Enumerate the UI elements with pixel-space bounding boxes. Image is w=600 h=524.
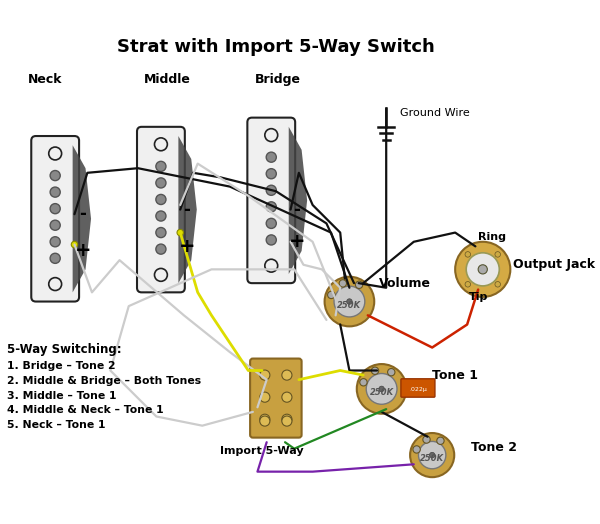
Circle shape — [266, 152, 277, 162]
Circle shape — [388, 368, 395, 376]
Circle shape — [50, 204, 60, 214]
Circle shape — [260, 416, 270, 426]
Circle shape — [437, 437, 444, 444]
Circle shape — [156, 211, 166, 221]
Circle shape — [282, 392, 292, 402]
Text: 250K: 250K — [337, 301, 361, 310]
Text: +: + — [178, 237, 195, 256]
Text: -: - — [293, 201, 301, 219]
Circle shape — [266, 169, 277, 179]
Text: .022µ: .022µ — [409, 387, 427, 392]
Text: 1. Bridge – Tone 2: 1. Bridge – Tone 2 — [7, 362, 116, 372]
Circle shape — [154, 268, 167, 281]
Circle shape — [156, 244, 166, 254]
Circle shape — [50, 237, 60, 247]
Circle shape — [265, 129, 278, 141]
Circle shape — [339, 280, 346, 287]
Circle shape — [260, 392, 270, 402]
Circle shape — [71, 242, 77, 248]
Circle shape — [266, 202, 277, 212]
Circle shape — [282, 370, 292, 380]
Circle shape — [156, 178, 166, 188]
Circle shape — [266, 185, 277, 195]
Circle shape — [156, 194, 166, 204]
Circle shape — [260, 370, 270, 380]
Circle shape — [418, 441, 446, 469]
Text: +: + — [289, 232, 305, 252]
Circle shape — [465, 281, 470, 287]
Circle shape — [265, 259, 278, 272]
Circle shape — [49, 278, 62, 290]
Text: Tone 2: Tone 2 — [471, 441, 517, 454]
Circle shape — [495, 252, 500, 257]
Circle shape — [455, 242, 511, 297]
Text: 3. Middle – Tone 1: 3. Middle – Tone 1 — [7, 391, 117, 401]
Polygon shape — [73, 145, 91, 292]
Text: -: - — [79, 205, 86, 223]
Text: Strat with Import 5-Way Switch: Strat with Import 5-Way Switch — [117, 38, 435, 56]
Text: Ring: Ring — [478, 232, 506, 242]
Text: 5. Neck – Tone 1: 5. Neck – Tone 1 — [7, 420, 106, 430]
Circle shape — [156, 227, 166, 237]
Circle shape — [156, 161, 166, 171]
Text: -: - — [183, 201, 190, 219]
FancyBboxPatch shape — [247, 117, 295, 283]
Circle shape — [430, 452, 435, 458]
FancyBboxPatch shape — [250, 358, 302, 438]
Text: Volume: Volume — [379, 277, 431, 290]
Circle shape — [347, 299, 352, 304]
Circle shape — [177, 230, 184, 236]
Text: Import 5-Way: Import 5-Way — [220, 446, 304, 456]
Text: +: + — [74, 242, 91, 260]
Circle shape — [50, 220, 60, 230]
Circle shape — [325, 277, 374, 326]
Text: Middle: Middle — [145, 73, 191, 86]
Circle shape — [49, 147, 62, 160]
Text: 250K: 250K — [370, 388, 394, 397]
Text: Output Jack: Output Jack — [513, 258, 595, 271]
Circle shape — [495, 281, 500, 287]
Circle shape — [50, 253, 60, 264]
Circle shape — [355, 281, 363, 289]
Circle shape — [465, 252, 470, 257]
Circle shape — [357, 364, 406, 414]
Circle shape — [154, 138, 167, 151]
Text: Tip: Tip — [469, 292, 488, 302]
Circle shape — [413, 446, 421, 453]
Circle shape — [366, 374, 397, 405]
Polygon shape — [178, 136, 197, 283]
Circle shape — [260, 414, 270, 424]
Circle shape — [282, 414, 292, 424]
Text: 4. Middle & Neck – Tone 1: 4. Middle & Neck – Tone 1 — [7, 406, 164, 416]
Circle shape — [410, 433, 454, 477]
Circle shape — [266, 219, 277, 228]
Circle shape — [478, 265, 487, 274]
Text: 2. Middle & Bridge – Both Tones: 2. Middle & Bridge – Both Tones — [7, 376, 202, 386]
Circle shape — [466, 253, 499, 286]
Circle shape — [266, 235, 277, 245]
Circle shape — [50, 187, 60, 197]
Circle shape — [371, 367, 379, 375]
Text: 250K: 250K — [420, 454, 444, 463]
Circle shape — [50, 170, 60, 181]
Circle shape — [328, 291, 335, 299]
FancyBboxPatch shape — [137, 127, 185, 292]
Text: Neck: Neck — [28, 73, 62, 86]
Text: Ground Wire: Ground Wire — [400, 108, 470, 118]
Text: Tone 1: Tone 1 — [432, 368, 478, 381]
FancyBboxPatch shape — [401, 379, 435, 397]
Polygon shape — [289, 127, 307, 274]
FancyBboxPatch shape — [31, 136, 79, 301]
Circle shape — [379, 386, 385, 391]
Text: Bridge: Bridge — [255, 73, 301, 86]
Circle shape — [334, 286, 365, 317]
Circle shape — [360, 379, 367, 386]
Text: 5-Way Switching:: 5-Way Switching: — [7, 343, 122, 356]
Circle shape — [282, 416, 292, 426]
Circle shape — [423, 436, 430, 443]
